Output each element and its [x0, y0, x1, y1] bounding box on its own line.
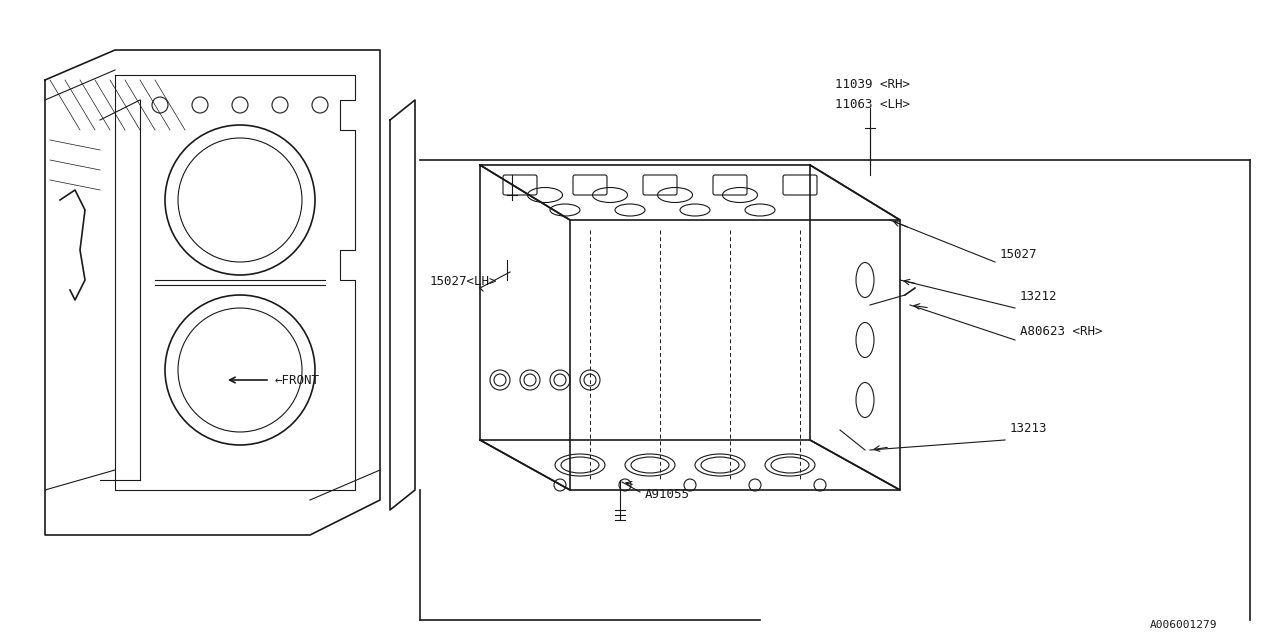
Text: 11039 <RH>: 11039 <RH>	[835, 78, 910, 91]
Text: A006001279: A006001279	[1149, 620, 1217, 630]
Text: ←FRONT: ←FRONT	[275, 374, 320, 387]
Text: 15027: 15027	[1000, 248, 1038, 261]
Text: 15027<LH>: 15027<LH>	[430, 275, 498, 288]
Text: A80623 <RH>: A80623 <RH>	[1020, 325, 1102, 338]
Text: A91055: A91055	[645, 488, 690, 501]
Text: 13212: 13212	[1020, 290, 1057, 303]
Text: 13213: 13213	[1010, 422, 1047, 435]
Text: 11063 <LH>: 11063 <LH>	[835, 98, 910, 111]
